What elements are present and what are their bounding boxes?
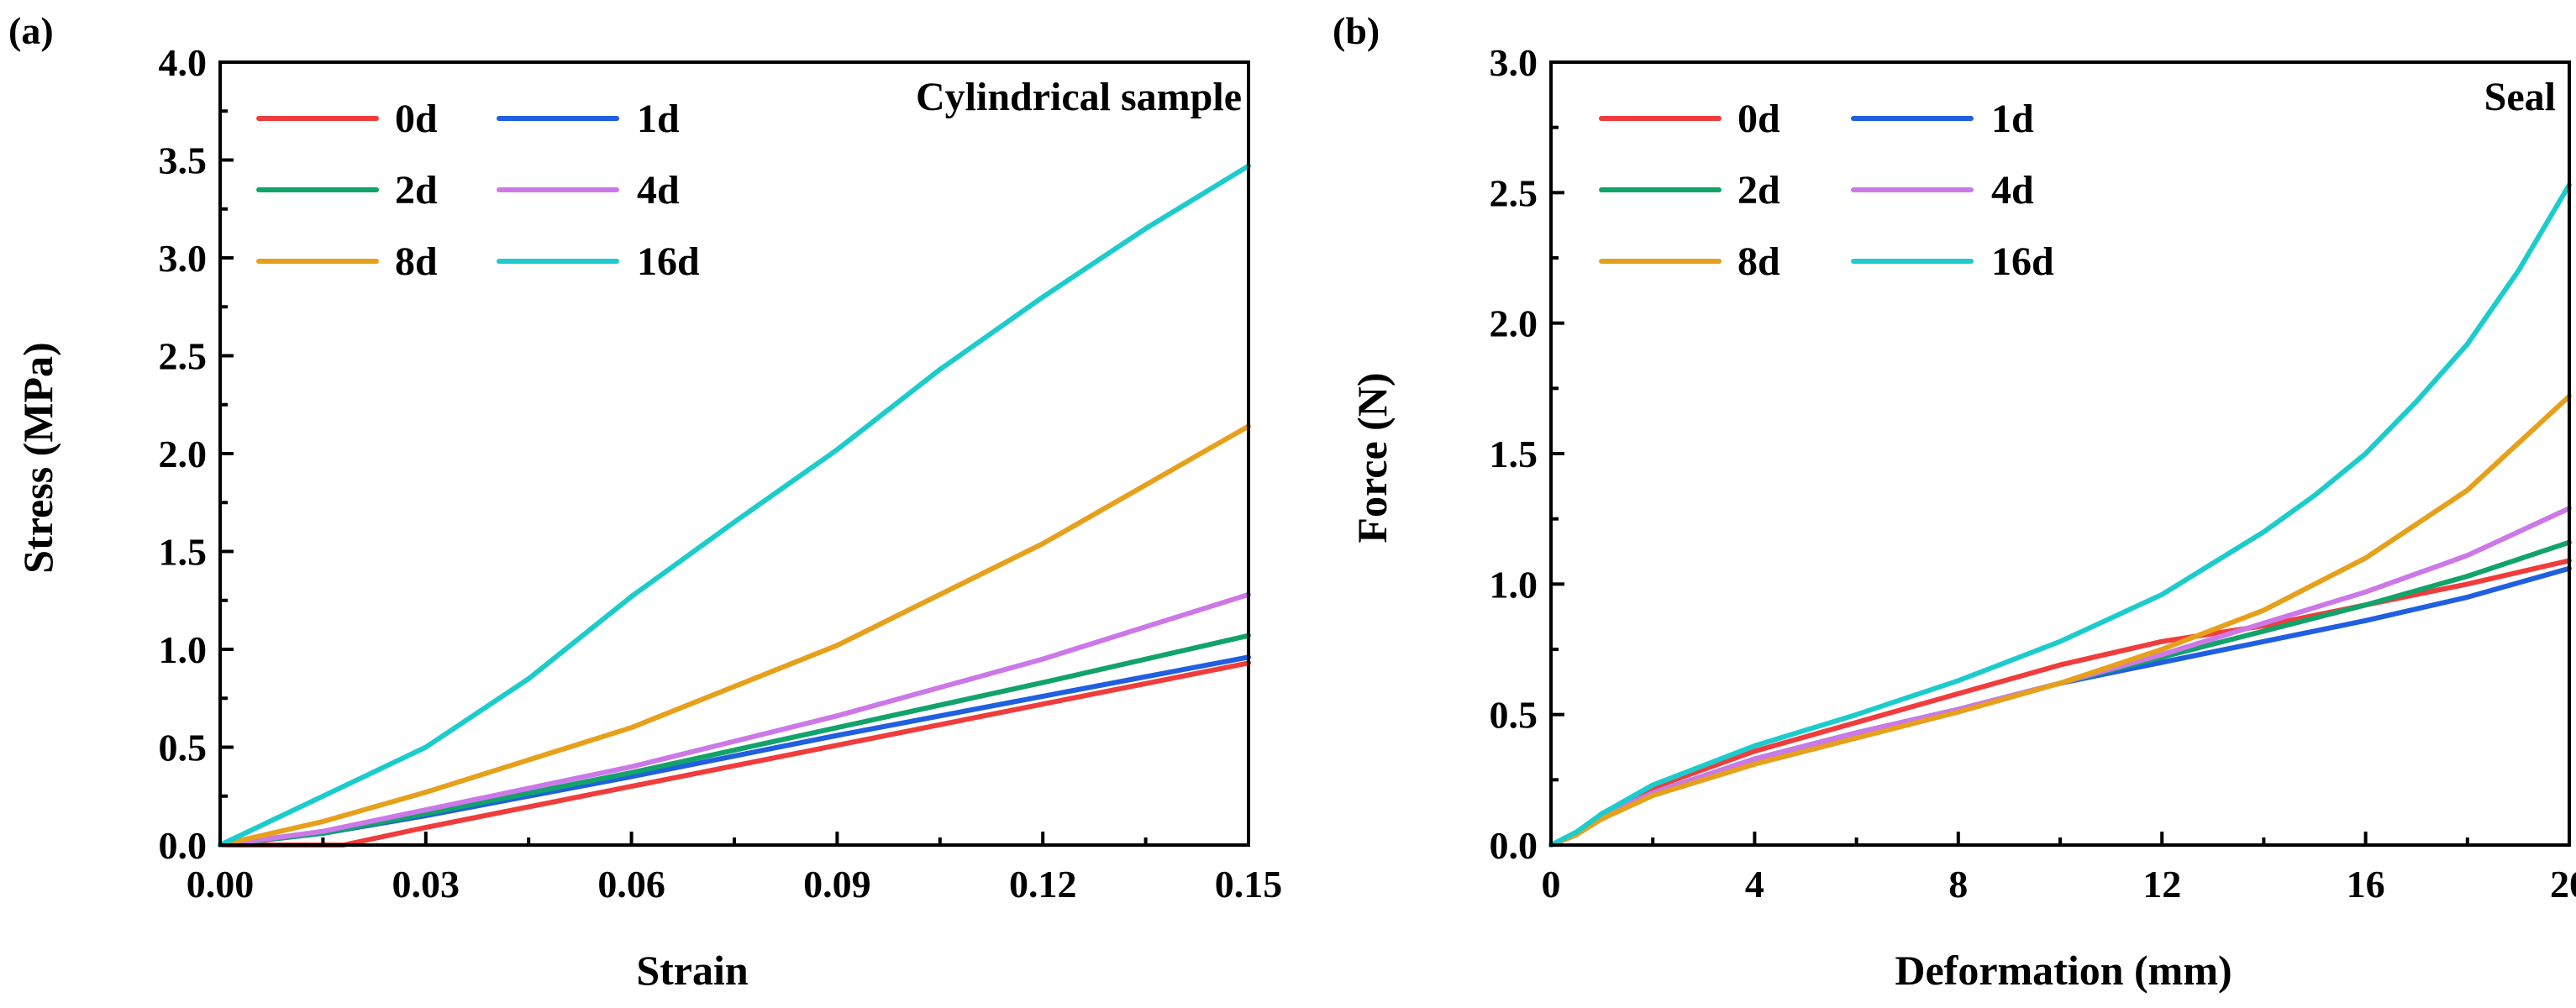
panel-b-series-line-4d	[1548, 506, 2572, 848]
panel-b-y-tick-label: 1.0	[1490, 563, 1538, 606]
panel-a-series-line-16d	[218, 163, 1251, 848]
panel-a-label: (a)	[8, 9, 54, 52]
panel-b-x-tick-label: 16	[2347, 863, 2385, 906]
panel-a-series	[218, 163, 1251, 848]
panel-b-series-line-8d	[1548, 393, 2572, 848]
panel-b-series-line-0d	[1548, 558, 2572, 848]
panel-a-legend-label-16d: 16d	[637, 239, 700, 284]
panel-a-stress-strain: (a) Stress (MPa) Strain Cylindrical samp…	[8, 9, 1282, 994]
panel-b-legend-label-1d: 1d	[1991, 97, 2034, 141]
panel-b-x-tick-label: 8	[1948, 863, 1968, 906]
panel-b-series-line-1d	[1548, 565, 2572, 848]
panel-a-x-tick-label: 0.09	[803, 863, 871, 906]
panel-a-y-axis-title: Stress (MPa)	[14, 342, 61, 573]
panel-b-plot-frame	[1549, 60, 2571, 847]
panel-b-legend-label-4d: 4d	[1991, 168, 2034, 213]
panel-b-y-tick-label: 2.0	[1490, 302, 1538, 345]
panel-b-label: (b)	[1333, 9, 1380, 52]
panel-a-series-line-8d	[218, 423, 1251, 848]
panel-b-series-line-16d	[1548, 182, 2572, 848]
panel-a-x-tick-label: 0.00	[187, 863, 255, 906]
panel-b-x-tick-label: 0	[1542, 863, 1561, 906]
panel-b-y-tick-label: 2.5	[1490, 171, 1538, 214]
panel-b-legend-label-16d: 16d	[1991, 239, 2054, 284]
panel-b-x-tick-label: 12	[2142, 863, 2181, 906]
panel-a-y-tick-label: 0.5	[159, 727, 208, 769]
panel-a-legend-label-8d: 8d	[395, 239, 438, 284]
panel-a-legend-label-0d: 0d	[395, 97, 438, 141]
panel-a-y-tick-label: 1.5	[159, 531, 208, 574]
panel-b-series-line-2d	[1548, 539, 2572, 848]
panel-a-x-tick-label: 0.15	[1215, 863, 1283, 906]
panel-b-y-tick-label: 1.5	[1490, 433, 1538, 475]
panel-a-x-axis-title: Strain	[636, 947, 749, 994]
panel-b-y-tick-label: 0.5	[1490, 694, 1538, 737]
panel-b-y-tick-label: 3.0	[1490, 41, 1538, 84]
panel-a-y-tick-label: 2.5	[159, 335, 208, 378]
panel-b-x-tick-label: 4	[1745, 863, 1764, 906]
panel-a-x-tick-label: 0.12	[1009, 863, 1077, 906]
panel-b-y-ticks: 0.0 0.5 1.0 1.5 2.0 2.5 3.0	[1490, 41, 1564, 867]
panel-b-annotation: Seal	[2484, 75, 2556, 119]
panel-b-legend: 0d 1d 2d 4d 8d 16d	[1599, 97, 2054, 284]
panel-b-legend-label-0d: 0d	[1737, 97, 1780, 141]
panel-a-plot-frame	[218, 60, 1250, 847]
panel-a-x-tick-label: 0.06	[597, 863, 665, 906]
panel-a-y-tick-label: 3.0	[159, 237, 208, 280]
panel-a-series-line-4d	[218, 591, 1251, 848]
panel-a-annotation: Cylindrical sample	[916, 75, 1242, 119]
panel-a-y-ticks: 0.0 0.5 1.0 1.5 2.0 2.5 3.0 3.5 4.0	[159, 41, 234, 867]
panel-a-y-tick-label: 0.0	[159, 824, 208, 867]
panel-a-legend: 0d 1d 2d 4d 8d 16d	[256, 97, 700, 284]
panel-a-x-ticks: 0.00 0.03 0.06 0.09 0.12 0.15	[187, 832, 1283, 906]
panel-b-y-tick-label: 0.0	[1490, 824, 1538, 867]
panel-a-x-tick-label: 0.03	[392, 863, 460, 906]
panel-b-x-axis-title: Deformation (mm)	[1895, 947, 2232, 994]
panel-b-series	[1548, 182, 2572, 848]
panel-a-y-tick-label: 2.0	[159, 433, 208, 475]
panel-b-legend-label-2d: 2d	[1737, 168, 1780, 213]
panel-a-legend-label-4d: 4d	[637, 168, 680, 213]
panel-b-legend-label-8d: 8d	[1737, 239, 1780, 284]
panel-b-x-tick-label: 20	[2550, 863, 2576, 906]
panel-a-legend-label-2d: 2d	[395, 168, 438, 213]
panel-b-force-deformation: (b) Force (N) Deformation (mm) Seal 0 4 8 1…	[1333, 9, 2576, 994]
panel-a-legend-label-1d: 1d	[637, 97, 680, 141]
panel-a-y-tick-label: 3.5	[159, 139, 208, 182]
panel-b-x-ticks: 0 4 8 12 16 20	[1542, 832, 2576, 906]
panel-b-y-axis-title: Force (N)	[1348, 372, 1396, 543]
panel-a-y-tick-label: 4.0	[159, 41, 208, 84]
panel-a-y-tick-label: 1.0	[159, 628, 208, 671]
